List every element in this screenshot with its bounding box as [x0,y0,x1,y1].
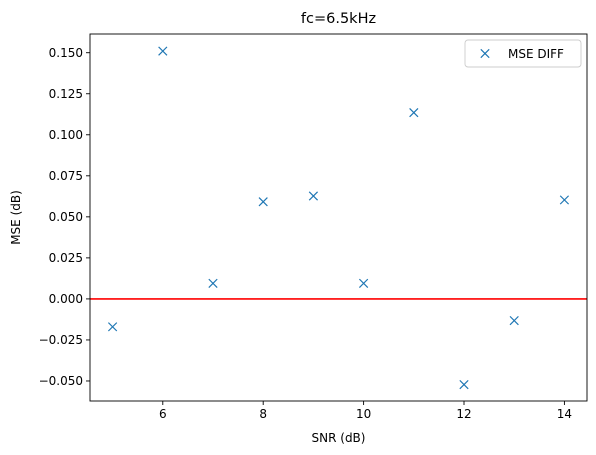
y-tick-label: 0.050 [49,210,83,224]
x-tick-label: 10 [356,407,371,421]
legend: MSE DIFF [464,39,582,68]
y-tick-label: 0.150 [49,46,83,60]
y-tick-label: 0.125 [49,87,83,101]
data-point [459,379,469,390]
data-point [509,315,519,326]
x-tick-label: 12 [456,407,471,421]
x-axis-label: SNR (dB) [312,431,366,445]
axis-ticks: 6 8 10 12 14 −0.050 −0.025 0.000 0.025 0.050 0.075… [39,46,572,421]
legend-box [464,39,582,68]
plot-frame [89,33,588,402]
data-point [208,278,218,288]
data-point [158,46,168,56]
data-point [559,195,570,205]
y-tick-label: 0.075 [49,169,83,183]
x-tick-label: 14 [557,407,572,421]
plot-area [90,46,587,390]
chart-title: fc=6.5kHz [301,11,376,27]
y-tick-label: −0.050 [39,374,83,388]
data-point [107,322,118,332]
data-point [409,107,419,118]
y-tick-label: 0.000 [49,292,83,306]
data-point [258,197,268,207]
data-point [308,191,319,201]
y-axis-label: MSE (dB) [9,190,23,245]
legend-label: MSE DIFF [508,47,564,61]
y-tick-label: 0.100 [49,128,83,142]
legend-marker-x [480,48,490,59]
x-tick-label: 8 [259,407,267,421]
x-tick-label: 6 [159,407,167,421]
y-tick-label: −0.025 [39,333,83,347]
y-tick-label: 0.025 [49,251,83,265]
data-point [358,278,369,288]
